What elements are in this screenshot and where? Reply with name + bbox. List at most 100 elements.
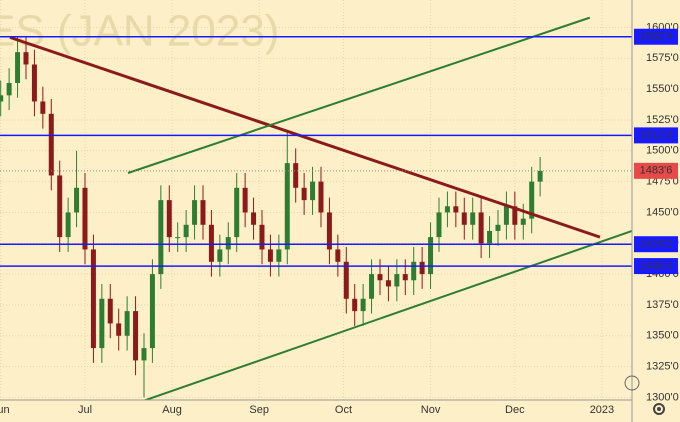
candle-body — [503, 206, 509, 225]
level-label: 1424'2 — [640, 238, 673, 250]
candle-body — [208, 224, 214, 262]
candle-body — [360, 298, 366, 312]
candle-body — [310, 181, 316, 201]
level-label-box — [634, 258, 678, 275]
y-tick-label: 1350'0 — [646, 330, 679, 342]
candle-body — [267, 249, 273, 262]
candle-body — [0, 95, 4, 102]
candle-body — [512, 206, 518, 225]
trend-line — [127, 16, 591, 174]
candle-body — [343, 261, 349, 299]
candle-body — [31, 64, 37, 102]
candle-body — [369, 274, 375, 299]
candle-body — [23, 52, 29, 65]
x-tick-label: Sep — [249, 404, 269, 416]
candle-body — [107, 298, 113, 324]
x-tick-label: Dec — [505, 404, 525, 416]
last-price-box — [634, 162, 678, 179]
level-label: 1592'4 — [640, 31, 673, 43]
axes: 1300'01325'01350'01375'01400'01425'01450… — [0, 21, 679, 416]
candle-body — [478, 212, 484, 244]
y-tick-label: 1375'0 — [646, 299, 679, 311]
level-label-box — [634, 127, 678, 144]
candle-body — [90, 249, 96, 349]
candle-body — [411, 261, 417, 281]
candle-body — [377, 274, 383, 281]
level-label-box — [634, 28, 678, 45]
candle-body — [428, 237, 434, 275]
candle-body — [40, 101, 46, 114]
candle-body — [141, 348, 147, 361]
candle-body — [99, 298, 105, 349]
candle-body — [394, 274, 400, 287]
last-price-label: 1483'6 — [640, 165, 673, 177]
y-tick-label: 1525'0 — [646, 114, 679, 126]
candle-body — [520, 218, 526, 225]
watermark: ES (JAN 2023) — [0, 7, 279, 56]
y-tick-label: 1300'0 — [646, 391, 679, 403]
candle-body — [217, 249, 223, 262]
candle-body — [284, 163, 290, 250]
candle-body — [48, 113, 54, 176]
candle-body — [234, 187, 240, 238]
candle-body — [158, 200, 164, 275]
candle-body — [225, 237, 231, 250]
level-label: 1512'4 — [640, 129, 673, 141]
candle-body — [444, 206, 450, 213]
candle-body — [301, 187, 307, 201]
x-tick-label: 2023 — [590, 404, 614, 416]
candle-body — [385, 280, 391, 287]
y-tick-label: 1575'0 — [646, 52, 679, 64]
candle-body — [453, 206, 459, 213]
trend-line — [142, 230, 632, 400]
logo-icon — [624, 375, 640, 391]
candle-body — [259, 224, 265, 250]
candle-body — [529, 181, 535, 219]
candle-body — [200, 200, 206, 225]
candle-body — [487, 230, 493, 244]
plot-area — [0, 0, 632, 400]
candle-body — [293, 163, 299, 188]
candle-body — [276, 249, 282, 262]
x-tick-label: Jun — [0, 404, 10, 416]
y-tick-label: 1500'0 — [646, 145, 679, 157]
y-tick-label: 1550'0 — [646, 83, 679, 95]
candle-body — [461, 212, 467, 225]
candle-body — [419, 261, 425, 275]
candle-body — [436, 212, 442, 238]
candle-body — [183, 224, 189, 238]
candle-body — [326, 212, 332, 250]
candle-body — [124, 311, 130, 336]
level-label-box — [634, 236, 678, 253]
candle-body — [537, 170, 543, 182]
trend-line — [9, 35, 601, 239]
x-tick-label: Aug — [162, 404, 182, 416]
candle-body — [82, 187, 88, 250]
candle-body — [6, 82, 12, 96]
settings-button[interactable] — [653, 403, 665, 415]
candle-body — [402, 274, 408, 281]
candle-body — [318, 181, 324, 213]
gear-hub — [657, 407, 661, 411]
gear-ring — [653, 403, 665, 415]
y-tick-label: 1450'0 — [646, 206, 679, 218]
candle-body — [133, 311, 139, 361]
candle-body — [470, 212, 476, 225]
candle-body — [335, 249, 341, 262]
candle-body — [251, 212, 257, 225]
x-tick-label: Nov — [421, 404, 441, 416]
x-tick-label: Oct — [335, 404, 352, 416]
level-label: 1406'4 — [640, 260, 673, 272]
candle-body — [242, 187, 248, 213]
candle-body — [149, 274, 155, 349]
candle-body — [352, 298, 358, 312]
candle-body — [15, 52, 21, 83]
candle-body — [166, 200, 172, 238]
candle-body — [74, 187, 80, 213]
candle-body — [57, 175, 63, 238]
x-tick-label: Jul — [78, 404, 92, 416]
y-tick-label: 1325'0 — [646, 360, 679, 372]
